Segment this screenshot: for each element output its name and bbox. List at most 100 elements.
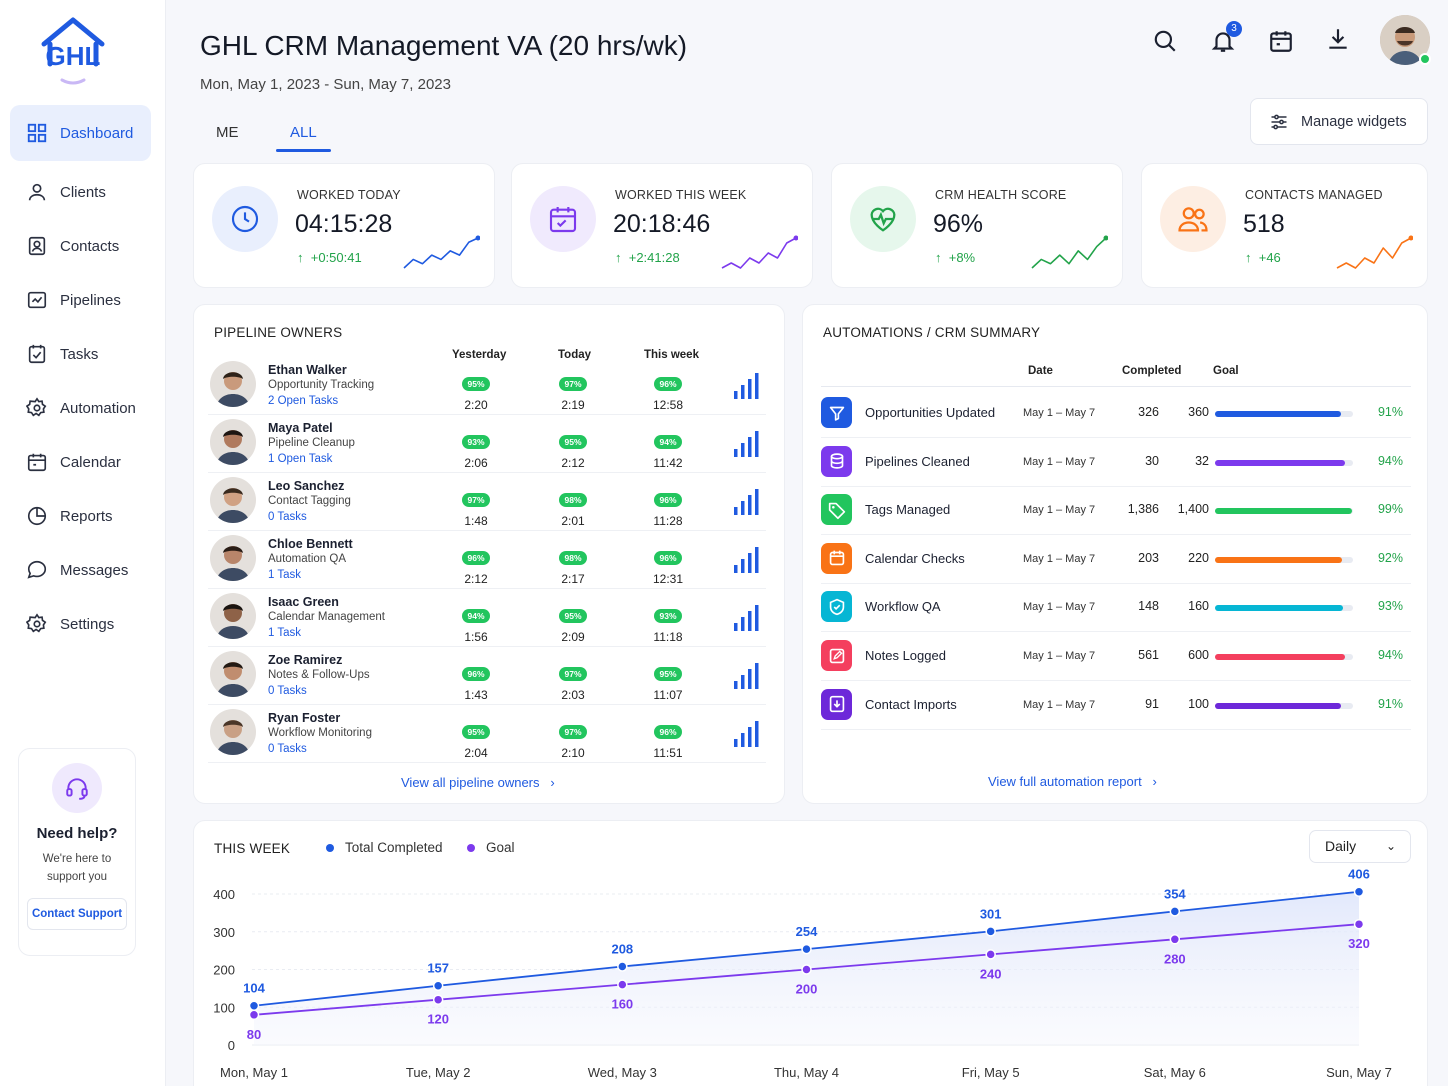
sidebar-item-calendar[interactable]: Calendar	[10, 435, 151, 489]
sidebar-item-label: Messages	[60, 561, 129, 579]
automation-name: Pipelines Cleaned	[865, 453, 970, 469]
owner-tasks-link[interactable]: 0 Tasks	[268, 511, 307, 523]
today-percent-badge: 98%	[559, 493, 587, 507]
owner-tasks-link[interactable]: 1 Task	[268, 569, 302, 581]
data-point[interactable]	[985, 949, 996, 960]
y-tick-label: 0	[228, 1038, 235, 1053]
sidebar-item-clients[interactable]: Clients	[10, 165, 151, 219]
table-row[interactable]: Pipelines Cleaned May 1 – May 7 30 32 94%	[821, 438, 1411, 487]
contact-support-button[interactable]: Contact Support	[27, 898, 127, 930]
automation-goal: 600	[1188, 648, 1209, 662]
automation-summary-card: AUTOMATIONS / CRM SUMMARY Date Completed…	[802, 304, 1428, 804]
tab-all[interactable]: ALL	[290, 124, 317, 141]
table-row[interactable]: Chloe Bennett Automation QA 1 Task 96% 2:12 9…	[208, 531, 766, 589]
owner-tasks-link[interactable]: 1 Task	[268, 627, 302, 639]
data-point[interactable]	[248, 1009, 260, 1021]
notification-badge: 3	[1226, 21, 1242, 37]
sidebar-item-messages[interactable]: Messages	[10, 543, 151, 597]
view-all-pipeline-owners-link[interactable]: View all pipeline owners ›	[401, 775, 555, 790]
table-row[interactable]: Ryan Foster Workflow Monitoring 0 Tasks 95%…	[208, 705, 766, 763]
today-percent-badge: 95%	[559, 435, 587, 449]
table-row[interactable]: Calendar Checks May 1 – May 7 203 220 92%	[821, 535, 1411, 584]
column-header: Yesterday	[452, 349, 507, 361]
owner-tasks-link[interactable]: 1 Open Task	[268, 453, 333, 465]
automation-name: Notes Logged	[865, 648, 946, 663]
table-row[interactable]: Zoe Ramirez Notes & Follow-Ups 0 Tasks 96% 1…	[208, 647, 766, 705]
sidebar-item-tasks[interactable]: Tasks	[10, 327, 151, 381]
bell-icon[interactable]	[1210, 28, 1236, 54]
sidebar-item-dashboard[interactable]: Dashboard	[10, 105, 151, 161]
progress-track	[1215, 654, 1353, 660]
data-point[interactable]	[801, 964, 812, 975]
owner-tasks-link[interactable]: 2 Open Tasks	[268, 395, 339, 407]
owner-name: Maya Patel	[268, 421, 333, 435]
chevron-down-icon: ⌄	[1385, 839, 1396, 853]
download-icon[interactable]	[1325, 26, 1351, 52]
table-row[interactable]: Opportunities Updated May 1 – May 7 326 360…	[821, 389, 1411, 438]
today-percent-badge: 98%	[559, 551, 587, 565]
help-title: Need help?	[36, 825, 118, 842]
kpi-card-worked-today: WORKED TODAY 04:15:28 ↑ +0:50:41	[193, 163, 495, 288]
data-point[interactable]	[617, 961, 628, 972]
data-point[interactable]	[432, 994, 444, 1005]
sparkline-end-dot	[793, 235, 798, 241]
data-point[interactable]	[1169, 934, 1181, 945]
sidebar-item-contacts[interactable]: Contacts	[10, 219, 151, 273]
owner-tasks-link[interactable]: 0 Tasks	[268, 685, 307, 697]
owner-tasks-link[interactable]: 0 Tasks	[268, 743, 307, 755]
view-full-automation-report-link[interactable]: View full automation report ›	[988, 774, 1157, 789]
avatar[interactable]	[1380, 15, 1430, 65]
data-point[interactable]	[617, 979, 628, 990]
reports-icon	[27, 506, 47, 526]
data-point[interactable]	[985, 926, 996, 937]
sidebar-item-settings[interactable]: Settings	[10, 597, 151, 651]
automation-percent: 94%	[1377, 648, 1403, 662]
sparkline-end-dot	[1103, 235, 1108, 241]
sidebar-item-label: Reports	[60, 507, 113, 525]
kpi-delta-value: +2:41:28	[628, 250, 680, 265]
data-point[interactable]	[1353, 918, 1365, 930]
x-tick-label: Mon, May 1	[220, 1065, 288, 1080]
automation-completed: 561	[1138, 648, 1159, 662]
this-week-line-chart: 0 100 200 300 400 Mon, May 1 Tue, May 2 Wed, Ma…	[213, 867, 1392, 1080]
heartbeat-icon	[850, 186, 916, 252]
sidebar-item-reports[interactable]: Reports	[10, 489, 151, 543]
data-label: 160	[611, 997, 633, 1012]
avatar	[210, 593, 256, 639]
legend-dot	[467, 843, 475, 852]
table-row[interactable]: Isaac Green Calendar Management 1 Task 94% 1…	[208, 589, 766, 647]
today-time: 2:12	[561, 456, 585, 470]
data-point[interactable]	[1353, 886, 1365, 897]
table-row[interactable]: Ethan Walker Opportunity Tracking 2 Open T…	[208, 357, 766, 415]
data-point[interactable]	[248, 1000, 260, 1011]
signal-bars-icon	[734, 373, 759, 399]
progress-track	[1215, 556, 1353, 563]
data-point[interactable]	[432, 980, 444, 991]
table-row[interactable]: Notes Logged May 1 – May 7 561 600 94%	[821, 632, 1411, 681]
automation-date: May 1 – May 7	[1023, 601, 1096, 614]
table-row[interactable]: Maya Patel Pipeline Cleanup 1 Open Task 93%…	[208, 415, 766, 473]
interval-select[interactable]: Daily ⌄	[1309, 830, 1411, 863]
table-row[interactable]: Contact Imports May 1 – May 7 91 100 91%	[821, 681, 1411, 730]
data-label: 157	[427, 961, 449, 976]
column-header: Goal	[1213, 365, 1239, 377]
sidebar-item-automation[interactable]: Automation	[10, 381, 151, 435]
search-icon[interactable]	[1152, 28, 1178, 54]
tab-me[interactable]: ME	[216, 124, 239, 141]
y-tick-label: 300	[213, 925, 235, 940]
x-tick-label: Sat, May 6	[1144, 1065, 1206, 1080]
table-row[interactable]: Leo Sanchez Contact Tagging 0 Tasks 97% 1:48…	[208, 473, 766, 531]
week-time: 11:07	[653, 688, 683, 702]
ghl-logo[interactable]: GHL	[36, 16, 110, 86]
table-row[interactable]: Workflow QA May 1 – May 7 148 160 93%	[821, 583, 1411, 633]
manage-widgets-button[interactable]: Manage widgets	[1250, 98, 1428, 145]
data-point[interactable]	[1169, 906, 1181, 917]
data-point[interactable]	[801, 943, 812, 955]
table-row[interactable]: Tags Managed May 1 – May 7 1,386 1,400 99%	[821, 486, 1411, 536]
automation-percent: 93%	[1377, 599, 1403, 614]
section-title: PIPELINE OWNERS	[214, 325, 343, 340]
sidebar-item-pipelines[interactable]: Pipelines	[10, 273, 151, 327]
page-title: GHL CRM Management VA (20 hrs/wk)	[200, 30, 688, 61]
calendar-icon[interactable]	[1268, 28, 1294, 54]
calendar-icon	[821, 542, 852, 574]
